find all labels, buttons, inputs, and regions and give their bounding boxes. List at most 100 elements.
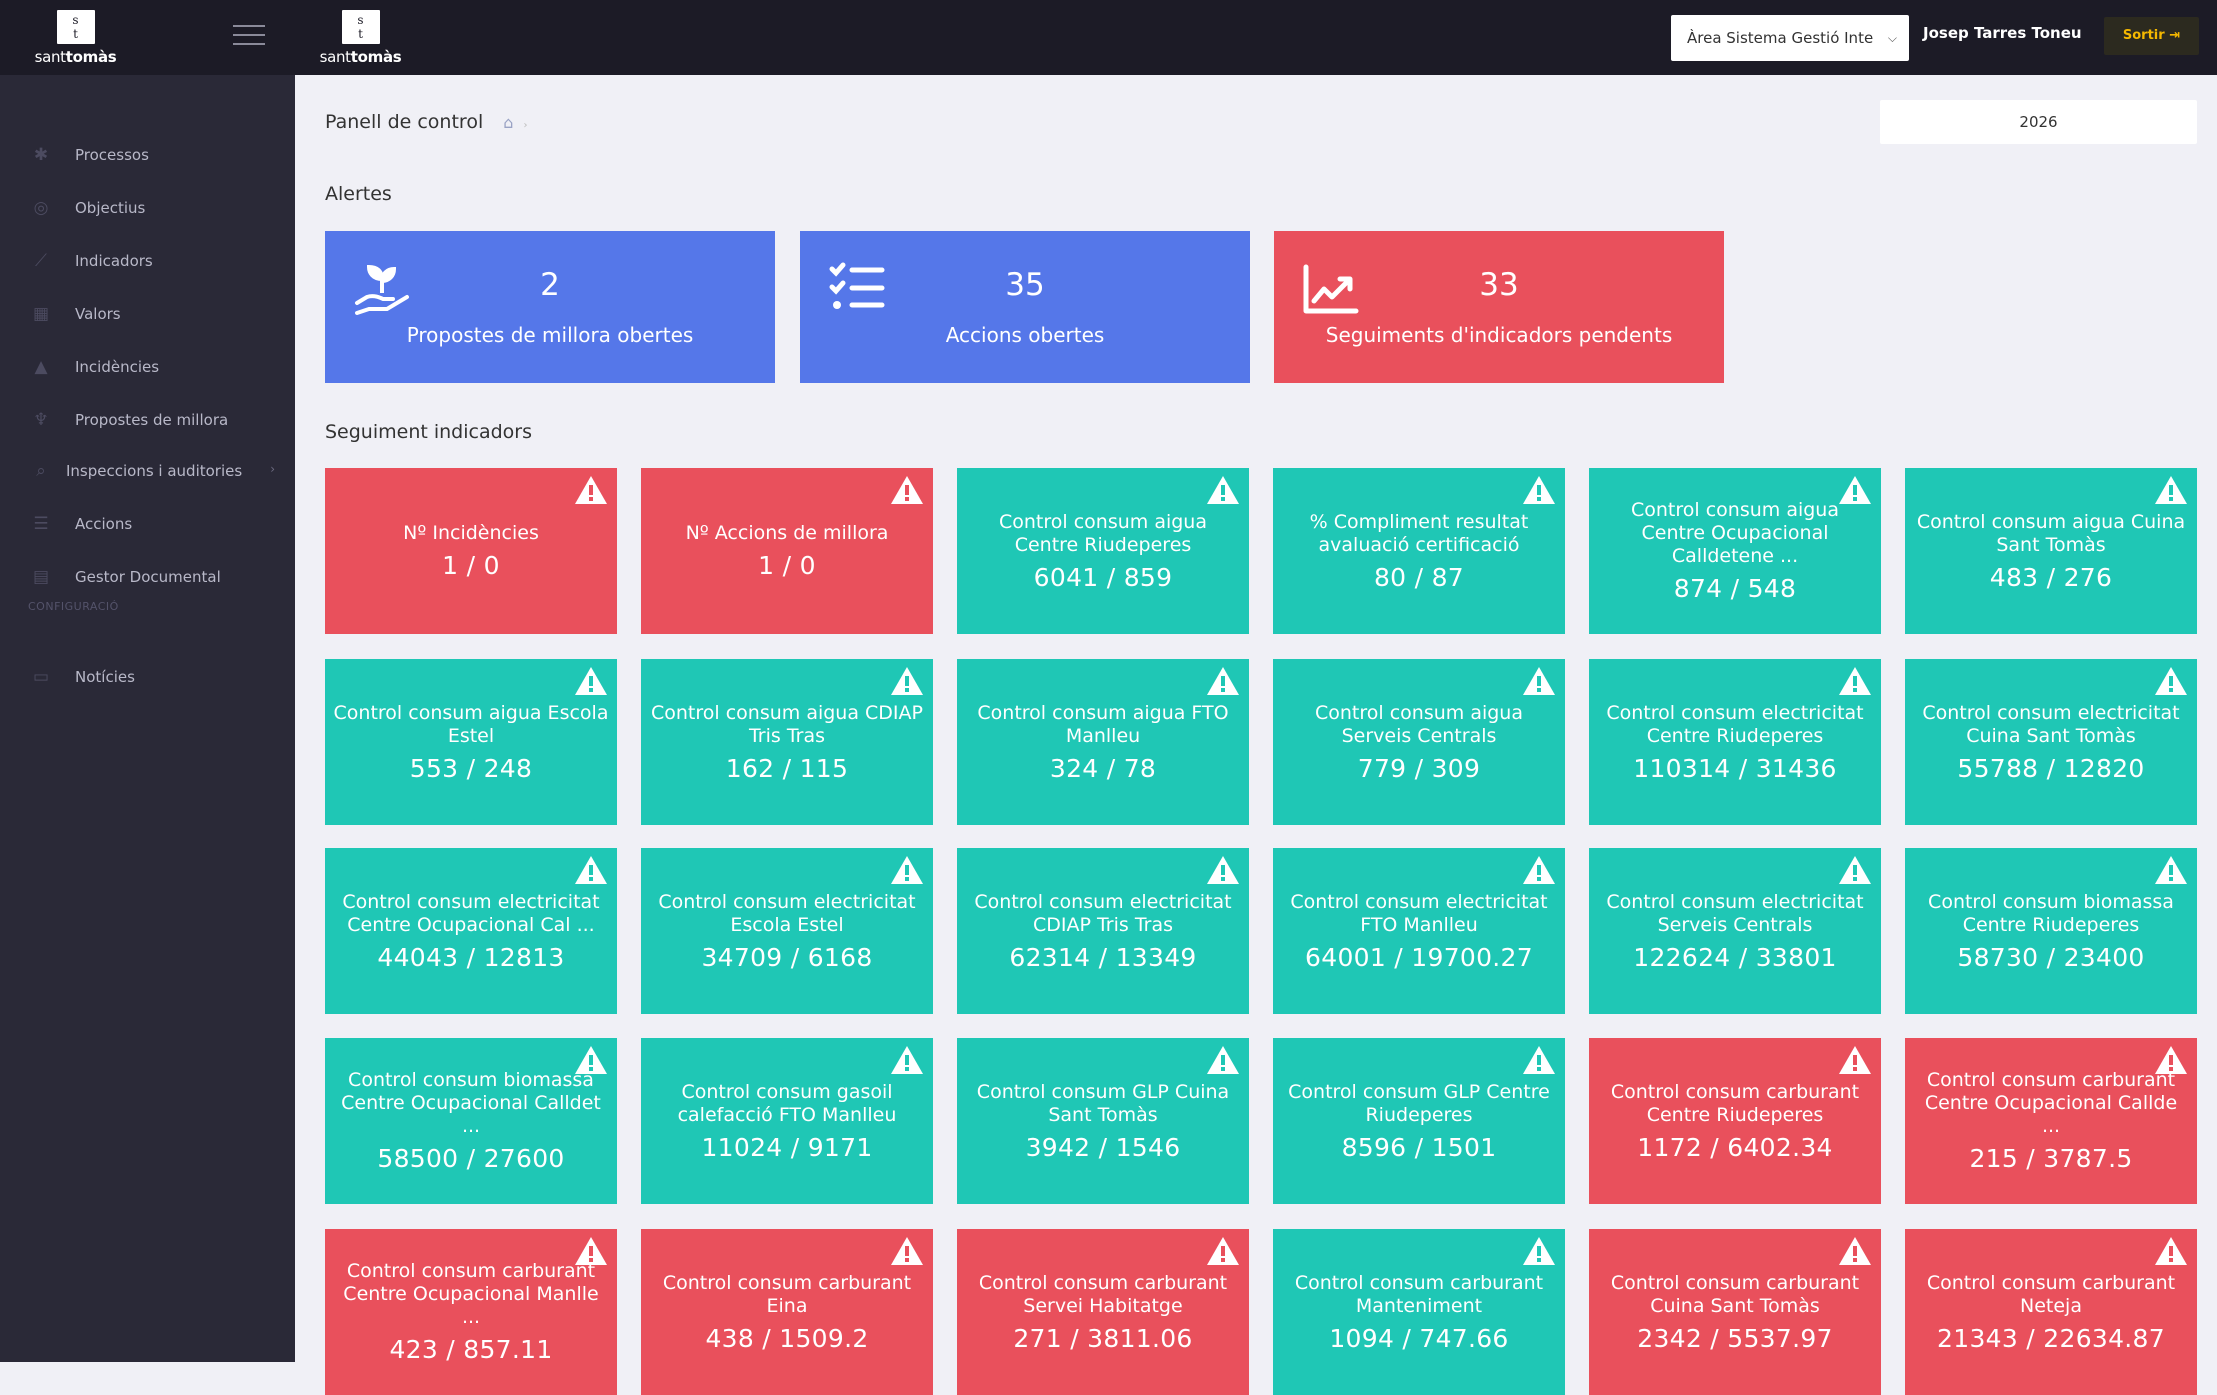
trend-chart-icon [1302, 259, 1360, 317]
sidebar-item-objectius[interactable]: ◎ Objectius [0, 190, 295, 226]
warning-icon [1837, 854, 1873, 886]
indicator-tile[interactable]: Control consum electricitat Cuina Sant T… [1905, 659, 2197, 825]
sidebar-item-valors[interactable]: ▦ Valors [0, 296, 295, 332]
indicator-tile[interactable]: Control consum electricitat CDIAP Tris T… [957, 848, 1249, 1014]
sidebar-item-label: Objectius [75, 199, 146, 217]
list-icon: ☰ [33, 514, 49, 534]
indicator-tile[interactable]: % Compliment resultat avaluació certific… [1273, 468, 1565, 634]
indicator-tile[interactable]: Nº Incidències 1 / 0 [325, 468, 617, 634]
alerts-heading: Alertes [325, 183, 392, 205]
user-name: Josep Tarres Toneu [1923, 24, 2082, 42]
indicator-tile[interactable]: Control consum electricitat Centre Ocupa… [325, 848, 617, 1014]
indicator-tile[interactable]: Control consum electricitat Serveis Cent… [1589, 848, 1881, 1014]
warning-icon [2153, 854, 2189, 886]
warning-icon [573, 1044, 609, 1076]
indicator-tile[interactable]: Control consum carburant Centre Ocupacio… [325, 1229, 617, 1395]
plant-icon: ♆ [33, 410, 49, 430]
indicator-tile[interactable]: Control consum gasoil calefacció FTO Man… [641, 1038, 933, 1204]
indicator-tile[interactable]: Control consum aigua CDIAP Tris Tras 162 … [641, 659, 933, 825]
indicator-tile[interactable]: Control consum GLP Centre Riudeperes 8596… [1273, 1038, 1565, 1204]
target-icon: ◎ [33, 198, 49, 218]
sidebar-item-accions[interactable]: ☰ Accions [0, 506, 295, 542]
main-content: Panell de control ⌂ › 2026 Alertes Segui… [295, 75, 2217, 1395]
indicator-name: Control consum carburant Centre Riudeper… [1610, 1080, 1860, 1126]
indicator-tile[interactable]: Control consum aigua Escola Estel 553 / 2… [325, 659, 617, 825]
sidebar-item-incidències[interactable]: ▲ Incidències [0, 349, 295, 385]
indicator-tile[interactable]: Control consum biomassa Centre Ocupacion… [325, 1038, 617, 1204]
indicator-name: Control consum GLP Cuina Sant Tomàs [976, 1080, 1230, 1126]
warning-icon [2153, 474, 2189, 506]
alert-label: Accions obertes [945, 323, 1105, 347]
alert-card-3[interactable]: 33 Seguiments d'indicadors pendents [1274, 231, 1724, 383]
sidebar-item-propostes-de-millora[interactable]: ♆ Propostes de millora [0, 402, 295, 438]
indicator-value: 423 / 857.11 [389, 1335, 553, 1364]
home-icon[interactable]: ⌂ [503, 113, 514, 132]
indicator-tile[interactable]: Control consum aigua Serveis Centrals 779… [1273, 659, 1565, 825]
indicator-tile[interactable]: Control consum aigua Centre Riudeperes 60… [957, 468, 1249, 634]
warning-icon [573, 1235, 609, 1267]
indicator-name: Control consum electricitat Cuina Sant T… [1922, 701, 2180, 747]
indicator-tile[interactable]: Control consum carburant Neteja 21343 / 2… [1905, 1229, 2197, 1395]
indicator-name: Control consum electricitat Escola Estel [658, 890, 916, 936]
sidebar-item-indicadors[interactable]: ⟋ Indicadors [0, 243, 295, 279]
indicator-tile[interactable]: Control consum electricitat FTO Manlleu 6… [1273, 848, 1565, 1014]
indicator-tile[interactable]: Control consum carburant Servei Habitatg… [957, 1229, 1249, 1395]
indicator-tile[interactable]: Control consum aigua Cuina Sant Tomàs 483… [1905, 468, 2197, 634]
indicator-tile[interactable]: Nº Accions de millora 1 / 0 [641, 468, 933, 634]
sidebar-item-label: Inspeccions i auditories [66, 462, 243, 480]
indicator-value: 874 / 548 [1673, 574, 1797, 603]
indicator-name: Control consum carburant Centre Ocupacio… [1924, 1069, 2178, 1137]
warning-icon [1205, 1235, 1241, 1267]
indicator-tile[interactable]: Control consum carburant Centre Ocupacio… [1905, 1038, 2197, 1204]
indicator-tile[interactable]: Control consum aigua Centre Ocupacional … [1589, 468, 1881, 634]
tracking-heading: Seguiment indicadors [325, 421, 533, 443]
indicator-value: 34709 / 6168 [701, 942, 873, 972]
chevron-down-icon: ⌵ [1887, 31, 1897, 45]
alert-label: Propostes de millora obertes [406, 323, 694, 347]
indicator-name: Control consum aigua Centre Ocupacional … [1631, 499, 1839, 567]
chevron-right-icon: › [270, 462, 275, 476]
warning-icon [2153, 665, 2189, 697]
indicator-value: 64001 / 19700.27 [1305, 942, 1533, 972]
indicator-value: 62314 / 13349 [1009, 942, 1197, 972]
indicator-tile[interactable]: Control consum biomassa Centre Riudepere… [1905, 848, 2197, 1014]
indicator-tile[interactable]: Control consum carburant Centre Riudeper… [1589, 1038, 1881, 1204]
warning-icon [889, 1044, 925, 1076]
indicator-name: Nº Incidències [403, 522, 539, 544]
indicator-tile[interactable]: Control consum GLP Cuina Sant Tomàs 3942 … [957, 1038, 1249, 1204]
indicator-name: Control consum electricitat FTO Manlleu [1290, 890, 1548, 936]
indicator-value: 779 / 309 [1357, 753, 1481, 783]
indicator-tile[interactable]: Control consum carburant Eina 438 / 1509.… [641, 1229, 933, 1395]
indicator-name: Control consum aigua Serveis Centrals [1315, 701, 1523, 747]
warning-icon [1205, 474, 1241, 506]
warning-icon [1521, 1044, 1557, 1076]
indicator-value: 1094 / 747.66 [1329, 1323, 1509, 1353]
indicator-value: 1 / 0 [442, 551, 500, 580]
indicator-tile[interactable]: Control consum carburant Cuina Sant Tomà… [1589, 1229, 1881, 1395]
alert-card-1[interactable]: 2 Propostes de millora obertes [325, 231, 775, 383]
alert-card-2[interactable]: 35 Accions obertes [800, 231, 1250, 383]
sidebar-item-processos[interactable]: ✱ Processos [0, 137, 295, 173]
indicator-tile[interactable]: Control consum aigua FTO Manlleu 324 / 78 [957, 659, 1249, 825]
indicator-value: 11024 / 9171 [701, 1132, 873, 1162]
year-select[interactable]: 2026 [1880, 100, 2197, 144]
area-select[interactable]: Àrea Sistema Gestió Inte ⌵ [1671, 15, 1909, 61]
indicator-tile[interactable]: Control consum electricitat Escola Estel… [641, 848, 933, 1014]
indicator-value: 215 / 3787.5 [1969, 1144, 2133, 1173]
warning-icon [1837, 1044, 1873, 1076]
indicator-tile[interactable]: Control consum electricitat Centre Riude… [1589, 659, 1881, 825]
sidebar-item-label: Notícies [75, 668, 135, 686]
checklist-icon [828, 259, 886, 317]
alert-count: 35 [1005, 267, 1045, 303]
warning-icon [573, 665, 609, 697]
menu-toggle-icon[interactable] [233, 25, 265, 47]
indicator-value: 1 / 0 [758, 551, 816, 580]
sidebar-item-gestor-documental[interactable]: ▤ Gestor Documental [0, 559, 295, 595]
sidebar-item-noticies[interactable]: ▭ Notícies [0, 659, 295, 695]
indicator-tile[interactable]: Control consum carburant Manteniment 1094… [1273, 1229, 1565, 1395]
indicator-value: 58730 / 23400 [1957, 942, 2145, 972]
logout-button[interactable]: Sortir ⇥ [2104, 17, 2199, 55]
sidebar-item-inspeccions-i-auditories[interactable]: ⌕ Inspeccions i auditories › [0, 453, 295, 489]
